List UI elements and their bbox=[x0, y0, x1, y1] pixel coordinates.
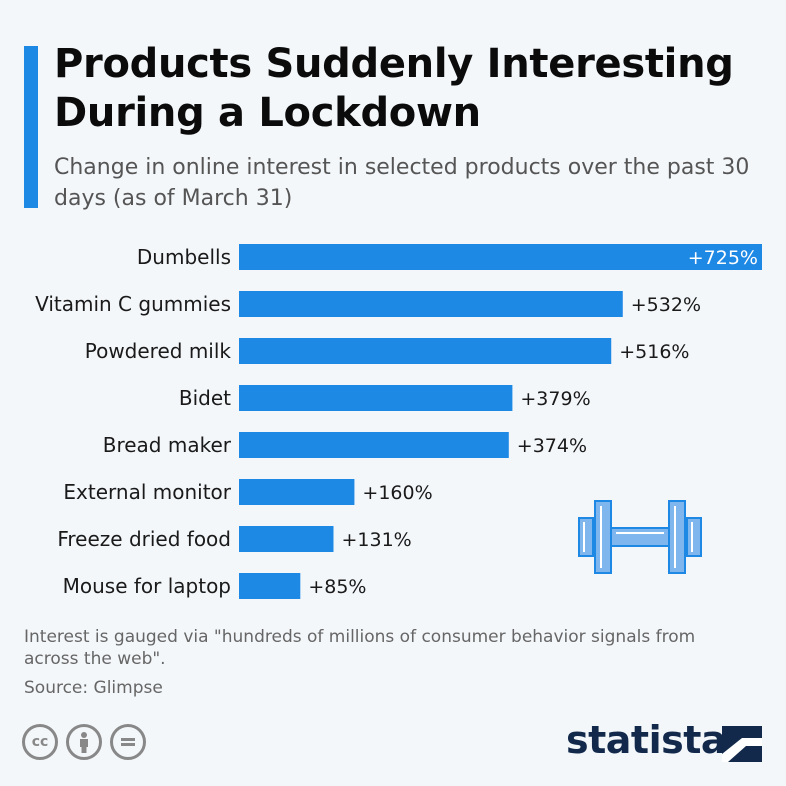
bar[interactable] bbox=[239, 479, 355, 505]
category-label: Bidet bbox=[179, 386, 231, 410]
chart-subtitle: Change in online interest in selected pr… bbox=[54, 155, 750, 211]
footnote: Interest is gauged via "hundreds of mill… bbox=[24, 627, 696, 669]
category-label: Dumbells bbox=[137, 245, 231, 269]
value-label: +725% bbox=[688, 247, 758, 269]
value-label: +160% bbox=[362, 482, 432, 504]
bar[interactable] bbox=[239, 432, 509, 458]
value-label: +131% bbox=[342, 529, 412, 551]
bar[interactable] bbox=[239, 385, 513, 411]
statista-brand[interactable]: statista bbox=[566, 718, 727, 762]
value-label: +85% bbox=[308, 576, 366, 598]
chart-title: Products Suddenly Interesting During a L… bbox=[54, 41, 734, 136]
value-label: +374% bbox=[517, 435, 587, 457]
bar-chart: Dumbells +725% Vitamin C gummies +532% Powde… bbox=[35, 244, 762, 599]
value-label: +532% bbox=[631, 294, 701, 316]
category-label: Bread maker bbox=[103, 433, 232, 457]
by-icon[interactable] bbox=[66, 724, 102, 760]
source-line: Source: Glimpse bbox=[24, 678, 163, 698]
category-label: Powdered milk bbox=[85, 339, 232, 363]
bar[interactable] bbox=[239, 526, 334, 552]
bar[interactable] bbox=[239, 338, 612, 364]
value-label: +516% bbox=[619, 341, 689, 363]
statista-logo-icon bbox=[722, 726, 762, 762]
bar[interactable] bbox=[239, 573, 301, 599]
category-label: Mouse for laptop bbox=[63, 574, 231, 598]
dumbbell-icon bbox=[578, 500, 702, 574]
bar[interactable] bbox=[239, 291, 623, 317]
license-icons: cc bbox=[22, 724, 146, 760]
category-label: External monitor bbox=[63, 480, 231, 504]
value-label: +379% bbox=[520, 388, 590, 410]
nd-icon[interactable] bbox=[110, 724, 146, 760]
cc-icon[interactable]: cc bbox=[22, 724, 58, 760]
bar[interactable] bbox=[239, 244, 762, 270]
category-label: Vitamin C gummies bbox=[35, 292, 231, 316]
category-label: Freeze dried food bbox=[57, 527, 231, 551]
title-accent-bar bbox=[24, 46, 38, 208]
